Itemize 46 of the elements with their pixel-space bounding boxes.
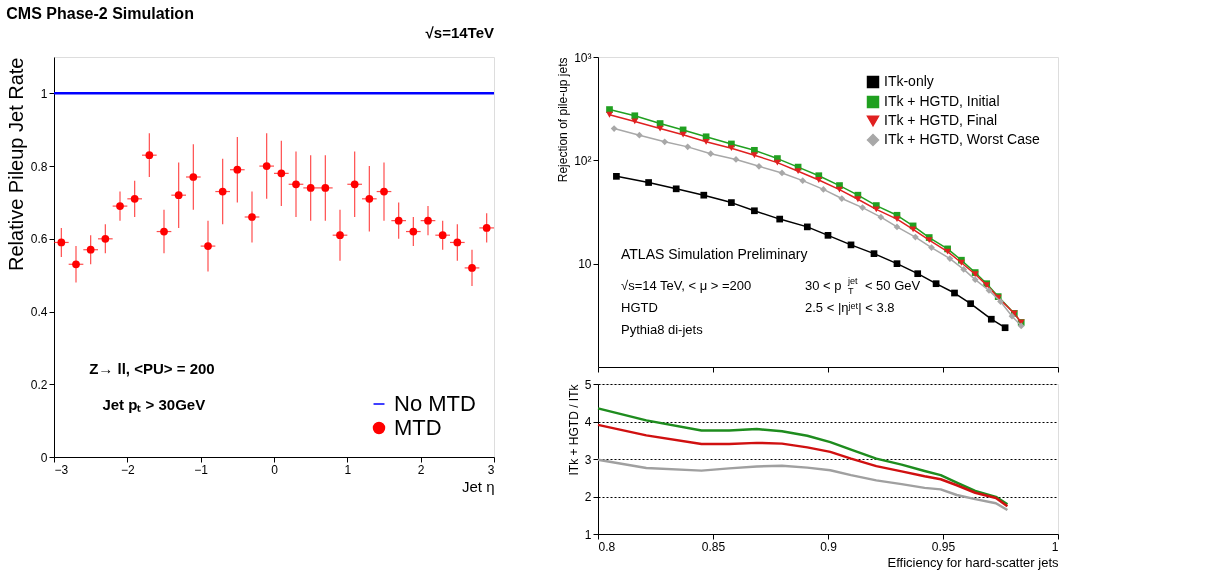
x-tick-label: 0.8 (598, 539, 616, 554)
y-tick-label: 0.4 (30, 305, 48, 320)
x-tick-label: −1 (194, 462, 209, 477)
legend-label: ITk + HGTD, Final (884, 112, 998, 128)
legend-label: ITk-only (884, 73, 934, 89)
x-tick-label: 0.9 (820, 539, 838, 554)
y-tick-label: 0.8 (30, 159, 48, 174)
y-tick-label: 5 (584, 377, 592, 392)
y-tick-label: 10³ (574, 50, 592, 65)
annotation: HGTD (621, 300, 658, 316)
chart-title: CMS Phase-2 Simulation (6, 5, 194, 22)
legend-label: ITk + HGTD, Worst Case (884, 131, 1040, 147)
legend-label: No MTD (394, 391, 476, 416)
x-tick-label: 3 (487, 462, 495, 477)
y-tick-label: 3 (584, 452, 592, 467)
x-tick-label: −2 (120, 462, 135, 477)
x-tick-label: 0 (271, 462, 279, 477)
y-tick-label: 1 (584, 527, 592, 542)
annotation: Jet pₜ > 30GeV (102, 396, 206, 413)
x-axis-title: Efficiency for hard-scatter jets (887, 554, 1059, 570)
y-tick-label: 2 (584, 490, 592, 504)
y-tick-label: 0.6 (30, 232, 48, 247)
annotation: Z→ ll, <PU> = 200 (89, 360, 215, 377)
y-axis-title: Rejection of pile-up jets (556, 57, 571, 183)
annotation: ATLAS Simulation Preliminary (621, 246, 808, 263)
x-axis-title: Jet η (461, 477, 495, 495)
annotation: √s=14 TeV, < μ > =200 (621, 278, 752, 294)
y-tick-label: 10 (578, 257, 592, 272)
annotation: Pythia8 di-jets (621, 321, 704, 337)
y-tick-label: 0 (40, 450, 48, 465)
y-tick-label: 0.2 (30, 377, 48, 392)
y-tick-label: 4 (584, 415, 592, 429)
y-tick-label: 10² (574, 153, 592, 168)
x-tick-label: 0.95 (931, 539, 956, 554)
y-tick-label: 1 (40, 86, 48, 101)
x-tick-label: 1 (344, 462, 352, 477)
annotation: 2.5 < |ηʲᵉᵗ| < 3.8 (805, 300, 895, 316)
x-tick-label: 0.85 (701, 539, 726, 554)
x-tick-label: 1 (1051, 539, 1059, 554)
y-axis-title: ITk + HGTD / ITk (566, 383, 581, 476)
legend-label: ITk + HGTD, Initial (884, 93, 1000, 109)
y-axis-title: Relative Pileup Jet Rate (4, 57, 27, 271)
x-tick-label: −3 (54, 462, 69, 477)
legend-label: MTD (394, 415, 442, 440)
text: √s=14TeV (425, 24, 494, 41)
x-tick-label: 2 (417, 462, 425, 477)
